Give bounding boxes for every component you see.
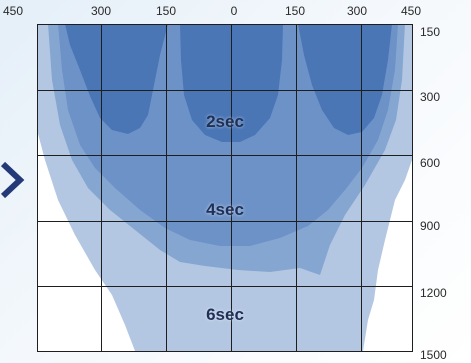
- right-axis-label: 1500: [420, 348, 447, 362]
- core-lobe-left: [65, 24, 168, 134]
- right-axis-label: 900: [420, 219, 441, 233]
- zone-label-4sec: 4sec: [206, 200, 244, 219]
- right-axis-label: 300: [420, 90, 441, 104]
- zone-label-6sec: 6sec: [206, 305, 244, 324]
- top-axis-label: 300: [346, 4, 368, 18]
- top-axis-label: 300: [90, 4, 112, 18]
- right-axis-label: 150: [420, 25, 441, 39]
- top-axis-label: 150: [155, 4, 177, 18]
- grid: [37, 24, 413, 352]
- top-axis-label: 450: [400, 4, 422, 18]
- top-axis-label: 450: [2, 4, 24, 18]
- chevron-right-icon: [0, 161, 25, 199]
- top-axis-label: 150: [284, 4, 306, 18]
- right-axis-label: 1200: [420, 286, 447, 300]
- zone-label-2sec: 2sec: [206, 112, 244, 131]
- right-axis-label: 600: [420, 156, 441, 170]
- core-lobe-right: [298, 24, 392, 135]
- top-axis-label: 0: [230, 4, 238, 18]
